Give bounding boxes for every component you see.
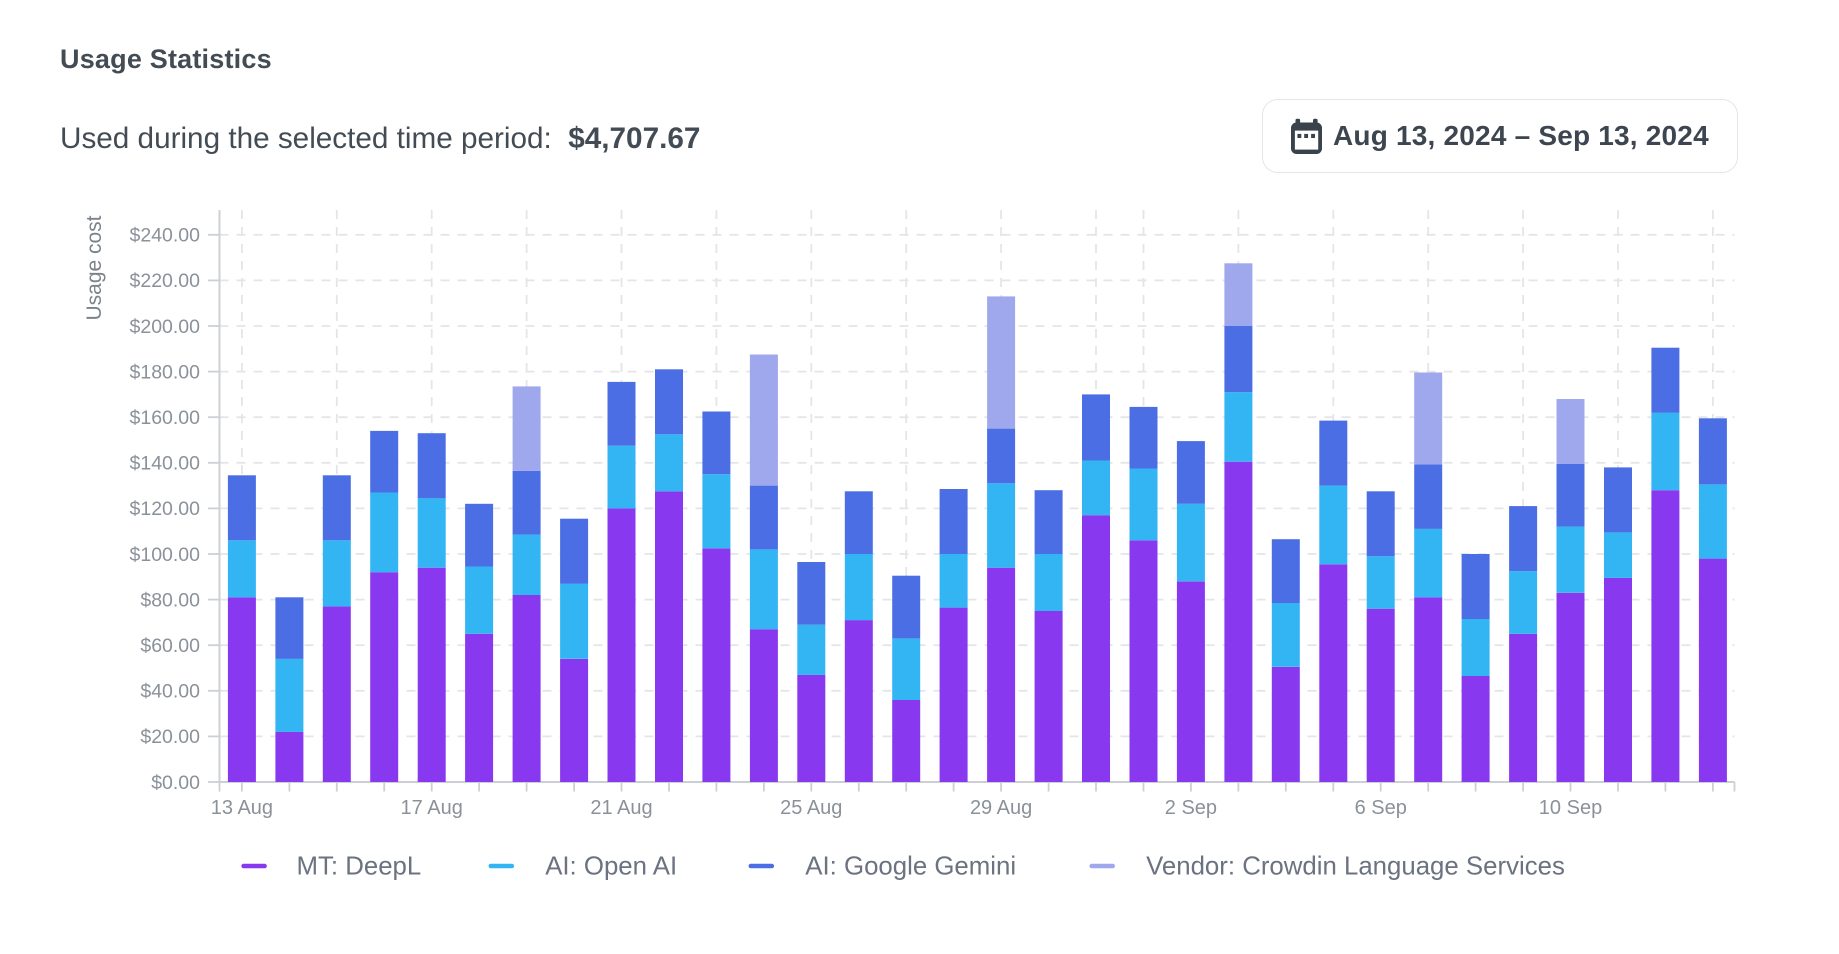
svg-text:$40.00: $40.00 — [140, 681, 200, 703]
svg-text:25 Aug: 25 Aug — [780, 797, 842, 819]
svg-text:$220.00: $220.00 — [130, 270, 201, 292]
svg-text:29 Aug: 29 Aug — [970, 797, 1032, 819]
svg-text:$60.00: $60.00 — [140, 635, 200, 657]
svg-text:Vendor: Crowdin Language Servi: Vendor: Crowdin Language Services — [1146, 853, 1565, 881]
svg-text:2 Sep: 2 Sep — [1165, 797, 1217, 819]
svg-text:$20.00: $20.00 — [140, 726, 200, 748]
svg-text:$80.00: $80.00 — [140, 589, 200, 611]
svg-text:13 Aug: 13 Aug — [211, 797, 273, 819]
svg-text:10 Sep: 10 Sep — [1539, 797, 1602, 819]
svg-text:21 Aug: 21 Aug — [590, 797, 652, 819]
svg-text:AI: Open AI: AI: Open AI — [545, 853, 677, 881]
svg-text:MT: DeepL: MT: DeepL — [297, 853, 422, 881]
svg-text:$140.00: $140.00 — [130, 453, 201, 475]
svg-text:AI: Google Gemini: AI: Google Gemini — [805, 853, 1016, 881]
svg-text:6 Sep: 6 Sep — [1355, 797, 1407, 819]
svg-text:Usage cost: Usage cost — [83, 215, 106, 320]
svg-text:$120.00: $120.00 — [130, 498, 201, 520]
svg-text:17 Aug: 17 Aug — [401, 797, 463, 819]
svg-text:$100.00: $100.00 — [130, 544, 201, 566]
svg-text:$180.00: $180.00 — [130, 361, 201, 383]
svg-text:$160.00: $160.00 — [130, 407, 201, 429]
svg-text:$0.00: $0.00 — [151, 772, 200, 794]
svg-text:$200.00: $200.00 — [130, 316, 201, 338]
svg-text:$240.00: $240.00 — [130, 225, 201, 247]
